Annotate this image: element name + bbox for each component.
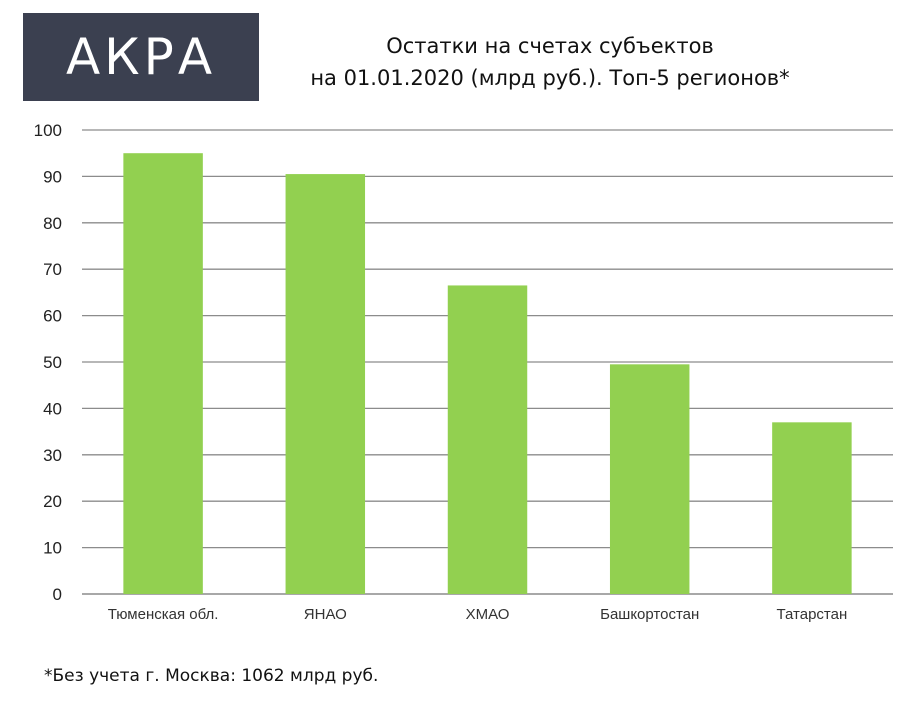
x-tick-label: ЯНАО [304,606,347,623]
bar [447,285,528,594]
y-tick-label: 60 [43,307,62,326]
x-tick-label: Татарстан [777,606,848,623]
bar [123,153,203,594]
y-tick-label: 80 [43,214,62,233]
y-tick-label: 50 [43,353,62,372]
y-tick-label: 0 [53,585,62,604]
chart-title-line-1: Остатки на счетах субъектов [386,34,714,58]
bar [285,174,366,594]
x-tick-label: Тюменская обл. [108,606,219,623]
chart-title: Остатки на счетах субъектов на 01.01.202… [260,30,840,94]
bar [609,364,690,594]
footnote: *Без учета г. Москва: 1062 млрд руб. [44,666,379,686]
logo-text: АКРА [65,28,217,86]
chart-title-line-2: на 01.01.2020 (млрд руб.). Топ-5 регионо… [310,66,790,90]
bars [123,153,852,594]
y-tick-label: 30 [43,446,62,465]
y-tick-label: 100 [34,121,62,140]
x-tick-label: ХМАО [466,606,510,623]
y-tick-label: 20 [43,492,62,511]
y-tick-label: 90 [43,167,62,186]
x-axis-tick-labels: Тюменская обл. ЯНАО ХМАО Башкортостан Татарс… [108,606,848,623]
akra-logo: АКРА [23,13,259,101]
y-tick-label: 40 [43,399,62,418]
x-tick-label: Башкортостан [600,606,699,623]
bar [772,422,852,594]
y-tick-label: 10 [43,539,62,558]
y-tick-label: 70 [43,260,62,279]
bar-chart: 0 10 20 30 40 50 60 70 80 90 100 Тюменская обл. ЯНА… [34,121,893,623]
y-axis-tick-labels: 0 10 20 30 40 50 60 70 80 90 100 [34,121,62,604]
